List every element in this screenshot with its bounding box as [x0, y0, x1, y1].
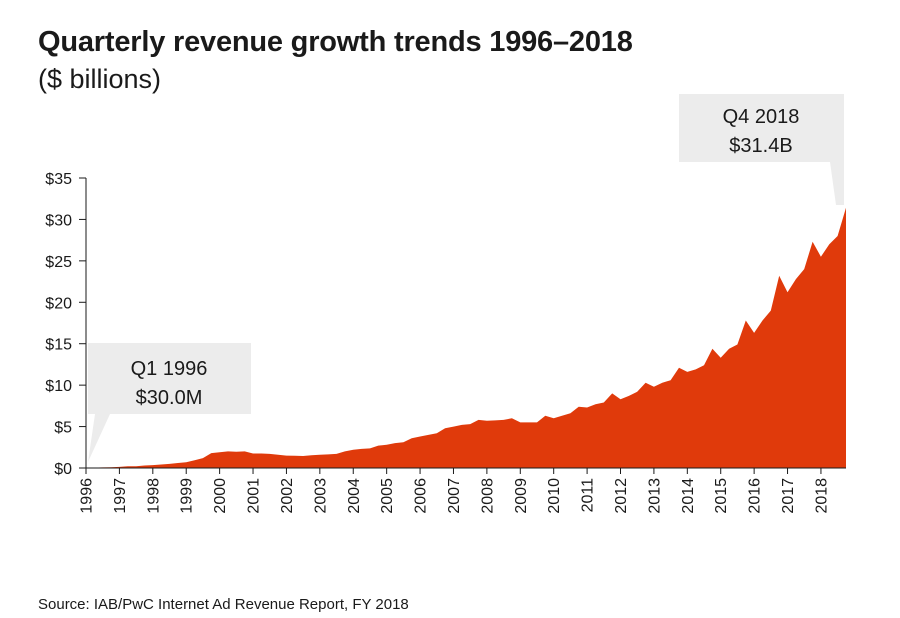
x-tick-label: 1999 — [179, 478, 196, 514]
y-tick-label: $15 — [45, 337, 72, 354]
x-tick-label: 2009 — [513, 478, 530, 514]
x-tick-label: 2006 — [413, 478, 430, 514]
x-tick-label: 2014 — [680, 478, 697, 514]
x-tick-label: 2000 — [212, 478, 229, 514]
x-tick-label: 2005 — [379, 478, 396, 514]
x-tick-label: 2002 — [279, 478, 296, 514]
x-tick-label: 1997 — [112, 478, 129, 514]
x-tick-label: 2016 — [747, 478, 764, 514]
x-tick-label: 2007 — [446, 478, 463, 514]
source-note: Source: IAB/PwC Internet Ad Revenue Repo… — [38, 596, 409, 613]
x-tick-label: 2015 — [713, 478, 730, 514]
callout-q1-1996-line1: Q1 1996 — [131, 358, 208, 380]
y-tick-label: $0 — [54, 461, 72, 478]
x-tick-label: 2004 — [346, 478, 363, 514]
x-tick-label: 2008 — [479, 478, 496, 514]
callout-q1-1996-box — [88, 343, 251, 462]
y-tick-label: $5 — [54, 420, 72, 437]
y-tick-label: $35 — [45, 171, 72, 188]
x-tick-label: 2013 — [646, 478, 663, 514]
callout-q4-2018-line1: Q4 2018 — [723, 106, 800, 128]
x-tick-label: 2001 — [246, 478, 263, 514]
x-tick-label: 2010 — [546, 478, 563, 514]
x-tick-label: 2003 — [312, 478, 329, 514]
revenue-area-series-0 — [86, 207, 846, 469]
chart-title: Quarterly revenue growth trends 1996–201… — [38, 26, 633, 58]
chart-subtitle: ($ billions) — [38, 64, 162, 94]
x-tick-label: 2018 — [813, 478, 830, 514]
x-tick-label: 2017 — [780, 478, 797, 514]
x-tick-label: 2011 — [580, 478, 597, 513]
x-tick-label: 1996 — [79, 478, 96, 514]
y-tick-label: $30 — [45, 212, 72, 229]
callout-q1-1996-line2: $30.0M — [136, 387, 203, 409]
y-tick-label: $25 — [45, 254, 72, 271]
y-tick-label: $20 — [45, 295, 72, 312]
x-tick-label: 1998 — [145, 478, 162, 514]
y-tick-label: $10 — [45, 378, 72, 395]
x-tick-label: 2012 — [613, 478, 630, 514]
callout-q4-2018-box — [679, 94, 844, 205]
callout-q4-2018-line2: $31.4B — [729, 135, 792, 157]
